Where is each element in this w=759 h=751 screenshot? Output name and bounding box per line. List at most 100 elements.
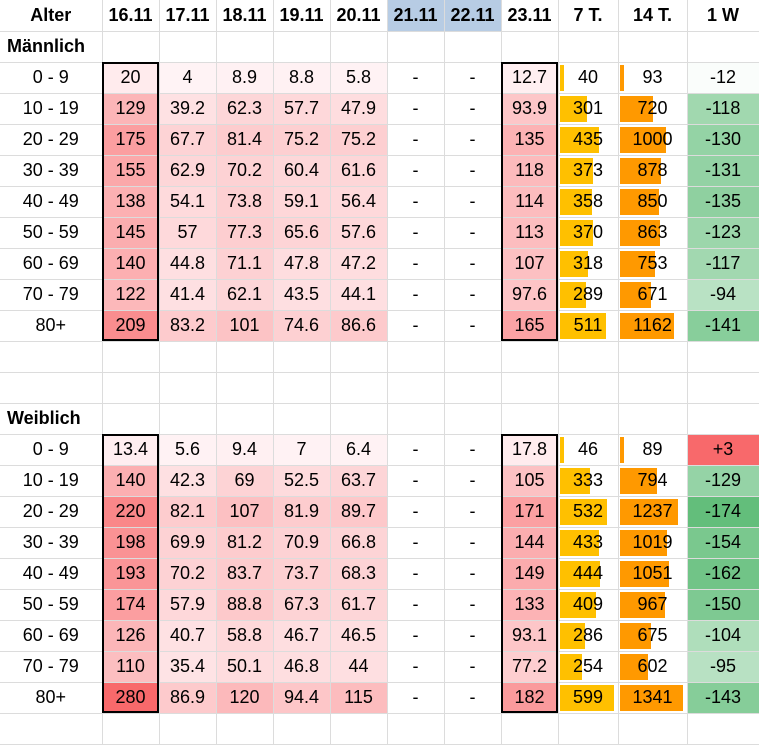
sum-7-days[interactable]: 301 <box>558 93 619 125</box>
day-value[interactable]: 89.7 <box>330 496 388 528</box>
empty-cell[interactable] <box>273 31 331 63</box>
day-value[interactable]: 67.7 <box>159 124 217 156</box>
empty-cell[interactable] <box>102 31 160 63</box>
day-value[interactable]: 155 <box>102 155 160 187</box>
day-value[interactable]: 107 <box>501 248 559 280</box>
day-value[interactable]: 17.8 <box>501 434 559 466</box>
day-value[interactable]: 4 <box>159 62 217 94</box>
change-1-week[interactable]: -95 <box>687 651 759 683</box>
day-value[interactable]: 149 <box>501 558 559 590</box>
empty-cell[interactable] <box>444 372 502 404</box>
empty-cell[interactable] <box>618 341 688 373</box>
day-value[interactable]: 50.1 <box>216 651 274 683</box>
sum-14-days[interactable]: 1000 <box>618 124 688 156</box>
day-value[interactable]: 63.7 <box>330 465 388 497</box>
day-value[interactable]: 46.8 <box>273 651 331 683</box>
day-value[interactable]: 145 <box>102 217 160 249</box>
day-value[interactable]: - <box>387 124 445 156</box>
day-value[interactable]: 69 <box>216 465 274 497</box>
sum-14-days[interactable]: 1341 <box>618 682 688 714</box>
empty-cell[interactable] <box>273 713 331 745</box>
column-header[interactable]: 16.11 <box>102 0 160 32</box>
day-value[interactable]: 107 <box>216 496 274 528</box>
age-group[interactable]: 20 - 29 <box>0 496 103 528</box>
day-value[interactable]: 5.8 <box>330 62 388 94</box>
sum-14-days[interactable]: 1162 <box>618 310 688 342</box>
empty-cell[interactable] <box>387 372 445 404</box>
change-1-week[interactable]: -117 <box>687 248 759 280</box>
change-1-week[interactable]: -174 <box>687 496 759 528</box>
empty-cell[interactable] <box>102 713 160 745</box>
day-value[interactable]: 94.4 <box>273 682 331 714</box>
day-value[interactable]: 165 <box>501 310 559 342</box>
day-value[interactable]: 44.1 <box>330 279 388 311</box>
sum-14-days[interactable]: 720 <box>618 93 688 125</box>
column-header[interactable]: 18.11 <box>216 0 274 32</box>
empty-cell[interactable] <box>687 372 759 404</box>
empty-cell[interactable] <box>102 403 160 435</box>
day-value[interactable]: 182 <box>501 682 559 714</box>
change-1-week[interactable]: -141 <box>687 310 759 342</box>
empty-cell[interactable] <box>501 713 559 745</box>
day-value[interactable]: 220 <box>102 496 160 528</box>
day-value[interactable]: - <box>444 527 502 559</box>
day-value[interactable]: - <box>444 434 502 466</box>
change-1-week[interactable]: +3 <box>687 434 759 466</box>
empty-cell[interactable] <box>387 341 445 373</box>
day-value[interactable]: 5.6 <box>159 434 217 466</box>
empty-cell[interactable] <box>273 341 331 373</box>
day-value[interactable]: - <box>387 155 445 187</box>
empty-cell[interactable] <box>159 31 217 63</box>
day-value[interactable]: 75.2 <box>330 124 388 156</box>
day-value[interactable]: 69.9 <box>159 527 217 559</box>
day-value[interactable]: 8.9 <box>216 62 274 94</box>
empty-cell[interactable] <box>330 372 388 404</box>
day-value[interactable]: - <box>444 62 502 94</box>
day-value[interactable]: - <box>387 558 445 590</box>
day-value[interactable]: 280 <box>102 682 160 714</box>
day-value[interactable]: 101 <box>216 310 274 342</box>
sum-14-days[interactable]: 93 <box>618 62 688 94</box>
day-value[interactable]: 66.8 <box>330 527 388 559</box>
day-value[interactable]: - <box>387 186 445 218</box>
day-value[interactable]: 70.2 <box>216 155 274 187</box>
day-value[interactable]: 57.7 <box>273 93 331 125</box>
day-value[interactable]: - <box>387 682 445 714</box>
change-1-week[interactable]: -129 <box>687 465 759 497</box>
day-value[interactable]: - <box>444 186 502 218</box>
day-value[interactable]: 133 <box>501 589 559 621</box>
empty-cell[interactable] <box>558 341 619 373</box>
day-value[interactable]: - <box>444 465 502 497</box>
day-value[interactable]: - <box>387 434 445 466</box>
empty-cell[interactable] <box>558 372 619 404</box>
day-value[interactable]: 81.9 <box>273 496 331 528</box>
empty-cell[interactable] <box>501 403 559 435</box>
empty-cell[interactable] <box>501 341 559 373</box>
change-1-week[interactable]: -135 <box>687 186 759 218</box>
day-value[interactable]: 81.4 <box>216 124 274 156</box>
sum-14-days[interactable]: 794 <box>618 465 688 497</box>
sum-7-days[interactable]: 318 <box>558 248 619 280</box>
change-1-week[interactable]: -12 <box>687 62 759 94</box>
sum-7-days[interactable]: 599 <box>558 682 619 714</box>
day-value[interactable]: 52.5 <box>273 465 331 497</box>
day-value[interactable]: 93.1 <box>501 620 559 652</box>
sum-7-days[interactable]: 532 <box>558 496 619 528</box>
empty-cell[interactable] <box>159 403 217 435</box>
day-value[interactable]: 43.5 <box>273 279 331 311</box>
sum-14-days[interactable]: 602 <box>618 651 688 683</box>
day-value[interactable]: - <box>387 62 445 94</box>
day-value[interactable]: 9.4 <box>216 434 274 466</box>
empty-cell[interactable] <box>618 372 688 404</box>
day-value[interactable]: 86.6 <box>330 310 388 342</box>
empty-cell[interactable] <box>0 372 103 404</box>
day-value[interactable]: 120 <box>216 682 274 714</box>
day-value[interactable]: 74.6 <box>273 310 331 342</box>
day-value[interactable]: 57 <box>159 217 217 249</box>
empty-cell[interactable] <box>618 31 688 63</box>
day-value[interactable]: 122 <box>102 279 160 311</box>
day-value[interactable]: - <box>387 496 445 528</box>
age-group[interactable]: 0 - 9 <box>0 62 103 94</box>
day-value[interactable]: 110 <box>102 651 160 683</box>
age-group[interactable]: 20 - 29 <box>0 124 103 156</box>
